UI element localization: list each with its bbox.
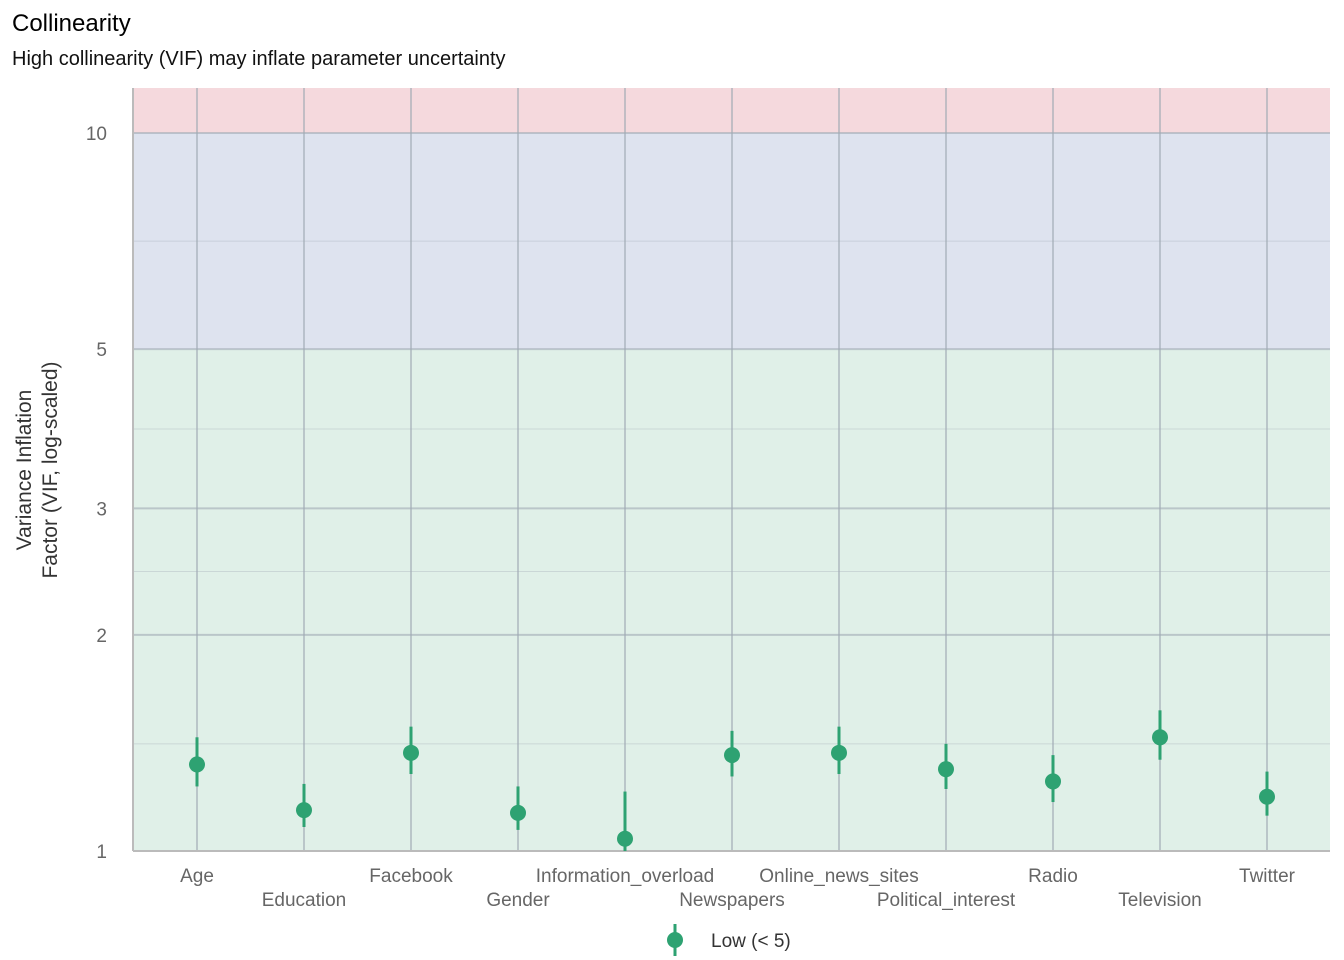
x-tick-label: Age — [180, 866, 214, 887]
x-tick-label: Gender — [486, 890, 550, 911]
point-Newspapers — [724, 747, 740, 764]
x-tick-label: Facebook — [369, 866, 453, 887]
y-axis-title-line: Factor (VIF, log-scaled) — [39, 361, 62, 578]
point-Age — [189, 756, 205, 773]
point-Information_overload — [617, 830, 633, 847]
point-Twitter — [1259, 788, 1275, 805]
y-tick-label: 5 — [96, 340, 107, 361]
point-Radio — [1045, 773, 1061, 790]
point-Gender — [510, 804, 526, 821]
legend-label: Low (< 5) — [711, 931, 791, 952]
x-tick-label: Newspapers — [679, 890, 785, 911]
legend-key-point — [667, 932, 683, 948]
x-tick-label: Online_news_sites — [759, 866, 918, 887]
y-axis-title: Variance Inflation Factor (VIF, log-scale… — [13, 361, 62, 578]
x-tick-label: Radio — [1028, 866, 1078, 887]
chart-title: Collinearity — [12, 10, 131, 37]
y-tick-label: 3 — [96, 499, 107, 520]
x-tick-label: Political_interest — [877, 890, 1016, 911]
x-tick-label: Education — [262, 890, 347, 911]
point-Political_interest — [938, 761, 954, 778]
point-Education — [296, 802, 312, 819]
x-tick-label: Information_overload — [536, 866, 715, 887]
y-axis-title-line: Variance Inflation — [13, 390, 36, 551]
y-tick-label: 1 — [96, 842, 107, 863]
x-tick-label: Television — [1118, 890, 1201, 911]
x-tick-label: Twitter — [1239, 866, 1296, 887]
y-tick-label: 10 — [86, 124, 107, 145]
chart-subtitle: High collinearity (VIF) may inflate para… — [12, 48, 506, 70]
point-Facebook — [403, 744, 419, 761]
point-Online_news_sites — [831, 744, 847, 761]
y-tick-label: 2 — [96, 626, 107, 647]
point-Television — [1152, 729, 1168, 746]
